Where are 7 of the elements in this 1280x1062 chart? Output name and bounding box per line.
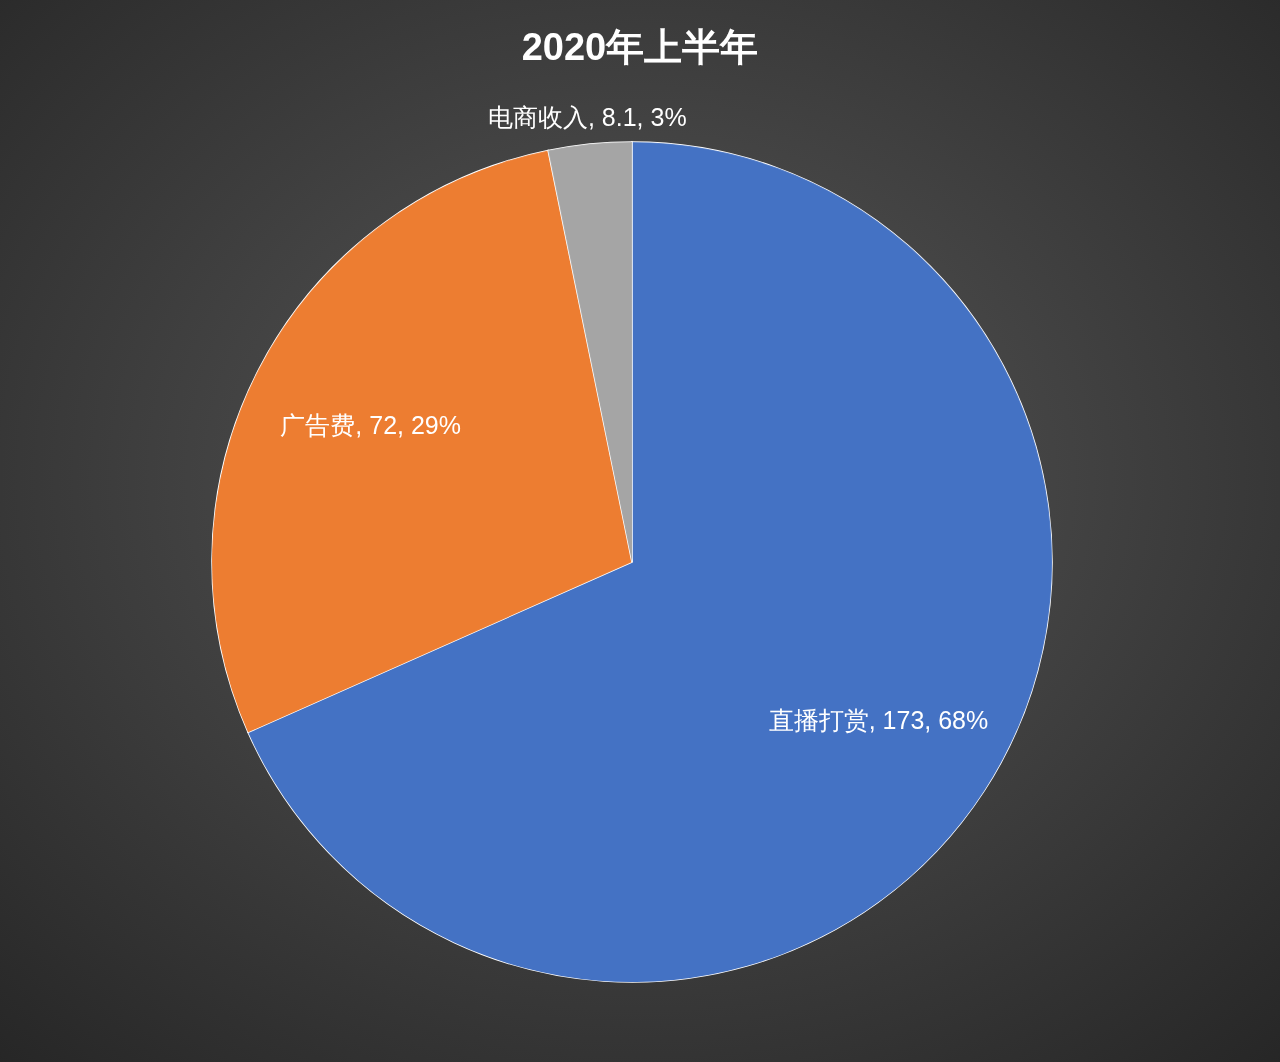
data-label: , 72, 29%: [355, 410, 462, 439]
data-label: , 8.1, 3%: [587, 102, 687, 131]
slice-label: 电商收入: [487, 102, 588, 131]
slice-label: 广告费: [280, 410, 356, 439]
slice-label: 直播打赏: [768, 705, 869, 734]
chart-title: 2020年上半年: [521, 26, 759, 68]
data-label: , 173, 68%: [868, 705, 989, 734]
